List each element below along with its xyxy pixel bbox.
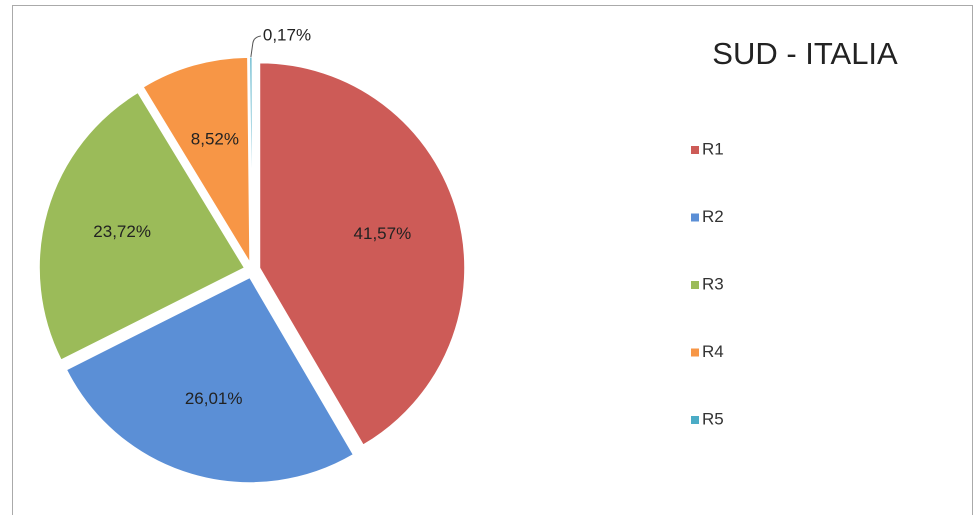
data-label: 0,17% <box>263 25 311 44</box>
legend-label: R5 <box>702 409 724 428</box>
legend-swatch <box>691 348 699 357</box>
data-label: 26,01% <box>185 389 243 408</box>
legend-swatch <box>691 416 699 424</box>
chart-title: SUD - ITALIA <box>712 36 898 71</box>
pie-slice <box>249 56 253 263</box>
pie-slice <box>65 277 354 484</box>
data-label: 23,72% <box>93 222 151 241</box>
data-label: 8,52% <box>191 130 239 149</box>
legend-label: R4 <box>702 342 724 361</box>
legend-swatch <box>691 281 699 289</box>
legend-label: R2 <box>702 207 724 226</box>
pie-slice <box>259 62 466 446</box>
pie-slice <box>142 56 251 265</box>
legend-label: R1 <box>702 139 724 158</box>
pie-slice <box>38 91 246 361</box>
legend-swatch <box>691 213 699 222</box>
legend-swatch <box>691 146 699 154</box>
data-label: 41,57% <box>354 224 412 243</box>
leader-line <box>250 35 261 58</box>
legend-label: R3 <box>702 274 724 293</box>
